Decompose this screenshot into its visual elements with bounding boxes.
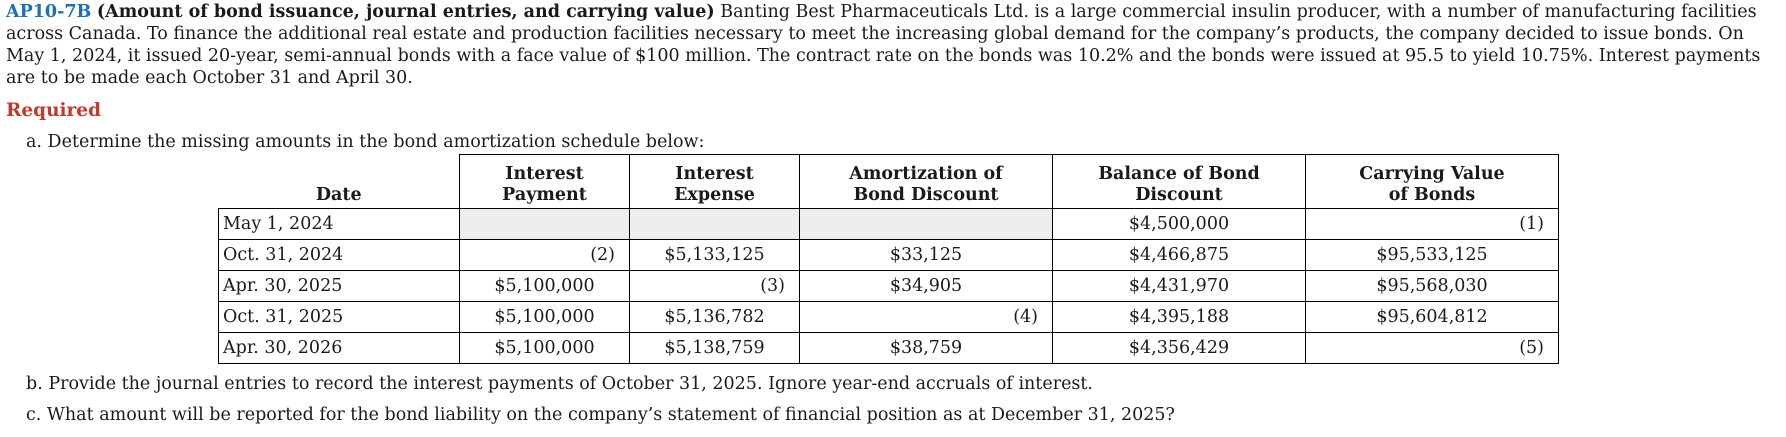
cell-carrying: $95,568,030	[1305, 270, 1559, 302]
cell-carrying: $95,604,812	[1305, 301, 1559, 333]
header-line: Bond Discount	[853, 185, 999, 205]
cell-payment: $5,100,000	[459, 270, 630, 302]
cell-expense	[629, 208, 800, 240]
cell-carrying: $95,533,125	[1305, 239, 1559, 271]
cell-date: Apr. 30, 2025	[218, 270, 460, 302]
header-line: of Bonds	[1388, 185, 1476, 205]
table-row: Apr. 30, 2025 $5,100,000 (3) $34,905 $4,…	[218, 270, 1559, 302]
header-amortization: Amortization of Bond Discount	[799, 154, 1053, 209]
cell-balance: $4,395,188	[1052, 301, 1306, 333]
table-row: Apr. 30, 2026 $5,100,000 $5,138,759 $38,…	[218, 332, 1559, 364]
question-c: c. What amount will be reported for the …	[26, 405, 1175, 425]
cell-amortization	[799, 208, 1053, 240]
cell-expense: $5,133,125	[629, 239, 800, 271]
header-line: Discount	[1135, 185, 1223, 205]
cell-payment: $5,100,000	[459, 301, 630, 333]
cell-payment: $5,100,000	[459, 332, 630, 364]
question-a: a. Determine the missing amounts in the …	[26, 132, 705, 152]
header-interest-payment: Interest Payment	[459, 154, 630, 209]
problem-code: AP10-7B	[6, 2, 92, 22]
cell-expense: $5,136,782	[629, 301, 800, 333]
problem-text: Banting Best Pharmaceuticals Ltd. is a l…	[6, 2, 1761, 88]
question-b: b. Provide the journal entries to record…	[26, 374, 1093, 394]
header-date: Date	[218, 154, 460, 209]
table-row: May 1, 2024 $4,500,000 (1)	[218, 208, 1559, 240]
cell-expense: $5,138,759	[629, 332, 800, 364]
cell-carrying: (5)	[1305, 332, 1559, 364]
amortization-schedule-table: Date Interest Payment Interest Expense A…	[218, 154, 1559, 364]
header-balance-discount: Balance of Bond Discount	[1052, 154, 1306, 209]
header-line: Amortization of	[849, 164, 1003, 184]
cell-balance: $4,431,970	[1052, 270, 1306, 302]
cell-balance: $4,356,429	[1052, 332, 1306, 364]
cell-date: May 1, 2024	[218, 208, 460, 240]
table-row: Oct. 31, 2024 (2) $5,133,125 $33,125 $4,…	[218, 239, 1559, 271]
cell-carrying: (1)	[1305, 208, 1559, 240]
table-row: Oct. 31, 2025 $5,100,000 $5,136,782 (4) …	[218, 301, 1559, 333]
cell-payment: (2)	[459, 239, 630, 271]
cell-balance: $4,466,875	[1052, 239, 1306, 271]
cell-payment	[459, 208, 630, 240]
problem-intro: AP10-7B (Amount of bond issuance, journa…	[6, 1, 1778, 89]
cell-balance: $4,500,000	[1052, 208, 1306, 240]
cell-date: Oct. 31, 2025	[218, 301, 460, 333]
header-line: Carrying Value	[1359, 164, 1505, 184]
cell-date: Apr. 30, 2026	[218, 332, 460, 364]
required-heading: Required	[6, 100, 102, 121]
header-line: Expense	[674, 185, 755, 205]
header-line: Interest	[505, 164, 584, 184]
header-line: Interest	[675, 164, 754, 184]
table-header-row: Date Interest Payment Interest Expense A…	[218, 154, 1559, 209]
cell-amortization: $34,905	[799, 270, 1053, 302]
problem-title: (Amount of bond issuance, journal entrie…	[96, 2, 715, 22]
cell-amortization: $38,759	[799, 332, 1053, 364]
header-line: Payment	[502, 185, 587, 205]
cell-amortization: $33,125	[799, 239, 1053, 271]
cell-date: Oct. 31, 2024	[218, 239, 460, 271]
header-carrying-value: Carrying Value of Bonds	[1305, 154, 1559, 209]
header-interest-expense: Interest Expense	[629, 154, 800, 209]
cell-amortization: (4)	[799, 301, 1053, 333]
header-line: Balance of Bond	[1098, 164, 1260, 184]
cell-expense: (3)	[629, 270, 800, 302]
